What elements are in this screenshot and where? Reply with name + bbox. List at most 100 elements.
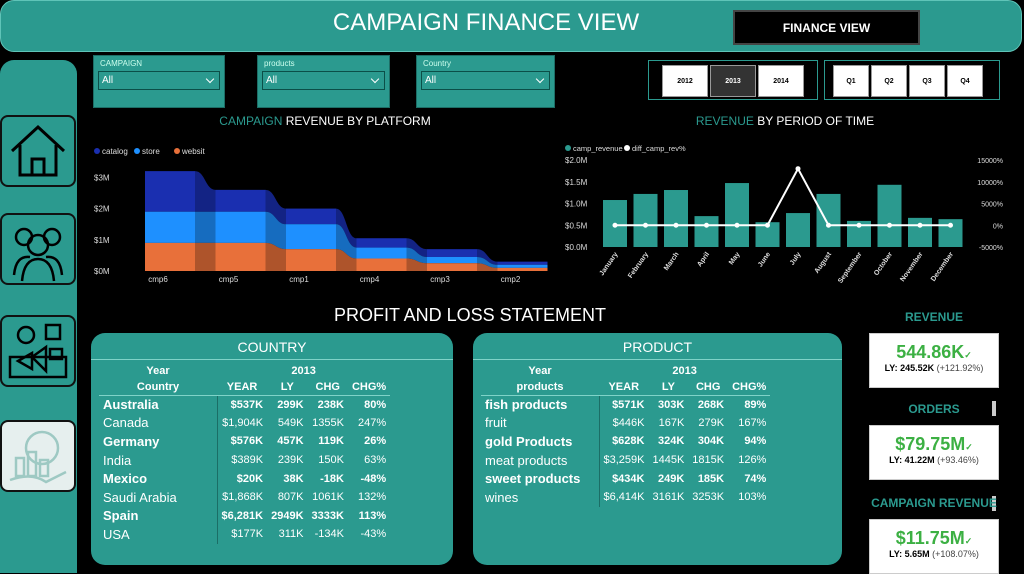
table-row: Spain $6,281K 2949K 3333K 113% bbox=[99, 506, 390, 526]
kpi-ly: LY: 5.65M (+108.07%) bbox=[870, 549, 998, 559]
year-button[interactable]: 2014 bbox=[758, 65, 804, 97]
table-cell: 185K bbox=[697, 472, 725, 485]
table-cell: $389K bbox=[216, 450, 268, 470]
bar bbox=[816, 193, 841, 247]
kpi-ly-value: LY: 245.52K bbox=[884, 363, 935, 373]
kpi-ly: LY: 41.22M (+93.46%) bbox=[870, 455, 998, 465]
column-header: LY bbox=[661, 380, 675, 393]
table-cell: 3333K bbox=[311, 509, 344, 522]
ribbon-segment bbox=[286, 249, 336, 271]
ribbon bbox=[477, 249, 498, 265]
filter-dropdown[interactable]: All bbox=[421, 71, 550, 90]
ribbon-segment bbox=[145, 211, 195, 243]
legend-label: websit bbox=[181, 147, 205, 156]
table-cell: 94% bbox=[744, 435, 767, 448]
table-cell: $6,414K bbox=[598, 487, 649, 507]
kpi-ly-value: LY: 5.65M bbox=[889, 549, 930, 559]
x-tick-label: December bbox=[930, 251, 955, 283]
customers-icon bbox=[12, 227, 64, 282]
row-label: sweet products bbox=[485, 471, 581, 487]
ribbon bbox=[265, 189, 286, 225]
x-tick-label: cmp3 bbox=[430, 275, 450, 284]
table-cell: 103% bbox=[738, 491, 767, 504]
table-cell: 457K bbox=[277, 435, 304, 448]
table-cell: 89% bbox=[728, 394, 771, 414]
ribbon-segment bbox=[215, 189, 266, 212]
year-label: Year bbox=[146, 365, 170, 377]
ribbon-segment bbox=[215, 242, 266, 271]
table-cell: 279K bbox=[698, 416, 725, 429]
header-row: Year 2013 bbox=[481, 363, 770, 379]
period-chart-title: REVENUE BY PERIOD OF TIME bbox=[590, 114, 980, 128]
table-row: meat products $3,259K 1445K 1815K 126% bbox=[481, 450, 770, 470]
y2-tick-label: 0% bbox=[993, 223, 1003, 230]
line-point bbox=[917, 222, 923, 228]
home-icon bbox=[10, 124, 66, 177]
quarter-button[interactable]: Q4 bbox=[947, 65, 983, 97]
row-label: fish products bbox=[481, 394, 599, 414]
y-tick-label: $0.5M bbox=[565, 221, 588, 230]
year-button[interactable]: 2012 bbox=[662, 65, 708, 97]
x-tick-label: February bbox=[627, 251, 650, 280]
quarter-button[interactable]: Q1 bbox=[833, 65, 869, 97]
table-cell: 74% bbox=[744, 472, 767, 485]
line-point bbox=[734, 222, 740, 228]
x-tick-label: September bbox=[837, 251, 864, 285]
kpi-value: $79.75M bbox=[870, 434, 998, 455]
quarter-slicer: Q1 Q2 Q3 Q4 bbox=[824, 60, 1000, 100]
filter-dropdown[interactable]: All bbox=[98, 71, 220, 90]
customers-button[interactable] bbox=[0, 213, 76, 285]
home-button[interactable] bbox=[0, 115, 76, 187]
column-header: CHG bbox=[315, 380, 340, 393]
table-row: Saudi Arabia $1,868K 807K 1061K 132% bbox=[99, 487, 390, 507]
social-button[interactable] bbox=[0, 315, 76, 387]
x-tick-label: April bbox=[696, 251, 711, 268]
ribbon bbox=[336, 224, 357, 259]
year-button[interactable]: 2013 bbox=[710, 65, 756, 97]
header-row: Country YEAR LY CHG CHG% bbox=[99, 379, 390, 395]
column-header: LY bbox=[280, 380, 294, 393]
table-cell: 1445K bbox=[652, 454, 685, 467]
table-row: USA $177K 311K -134K -43% bbox=[99, 525, 390, 544]
column-header: CHG% bbox=[732, 380, 767, 393]
x-tick-label: cmp1 bbox=[289, 275, 309, 284]
finance-view-button[interactable]: FINANCE VIEW bbox=[733, 10, 920, 45]
table-cell: -18K bbox=[320, 472, 344, 485]
table-cell: 113% bbox=[358, 509, 387, 522]
table-cell: 26% bbox=[364, 435, 387, 448]
table-cell: 2949K bbox=[271, 509, 304, 522]
ribbon-segment bbox=[497, 261, 548, 265]
filter-label: Country bbox=[423, 59, 452, 68]
title-text: BY PERIOD OF TIME bbox=[757, 114, 875, 128]
ribbon bbox=[477, 256, 498, 268]
quarter-button[interactable]: Q2 bbox=[871, 65, 907, 97]
table-row: Australia $537K 299K 238K 80% bbox=[99, 394, 391, 414]
line bbox=[615, 166, 951, 227]
y-tick-label: $0.0M bbox=[565, 243, 588, 252]
x-tick-label: cmp2 bbox=[501, 275, 521, 284]
table-cell: $1,904K bbox=[216, 413, 268, 433]
filter-dropdown[interactable]: All bbox=[262, 71, 385, 90]
table-row: Mexico $20K 38K -18K -48% bbox=[99, 469, 390, 488]
line-point bbox=[643, 222, 648, 228]
ribbon-segment bbox=[356, 238, 407, 248]
kpi-change: (+108.07%) bbox=[932, 549, 979, 559]
table-cell: $6,281K bbox=[216, 506, 268, 526]
ribbon bbox=[406, 238, 427, 257]
finance-button[interactable] bbox=[0, 420, 76, 492]
ribbon bbox=[195, 242, 216, 271]
filter: Country All bbox=[416, 55, 555, 108]
table-cell: -48% bbox=[360, 472, 387, 485]
table-cell: 167% bbox=[738, 416, 767, 429]
row-label: Canada bbox=[103, 415, 149, 431]
table-row: gold Products $628K 324K 304K 94% bbox=[481, 432, 770, 451]
table-cell: 38K bbox=[283, 472, 304, 485]
bar bbox=[664, 190, 688, 247]
y-tick-label: $3M bbox=[94, 173, 110, 182]
ribbon-segment bbox=[215, 211, 266, 243]
y2-tick-label: -5000% bbox=[979, 245, 1003, 252]
quarter-button[interactable]: Q3 bbox=[909, 65, 945, 97]
line-point bbox=[673, 222, 679, 228]
bar bbox=[786, 213, 810, 247]
